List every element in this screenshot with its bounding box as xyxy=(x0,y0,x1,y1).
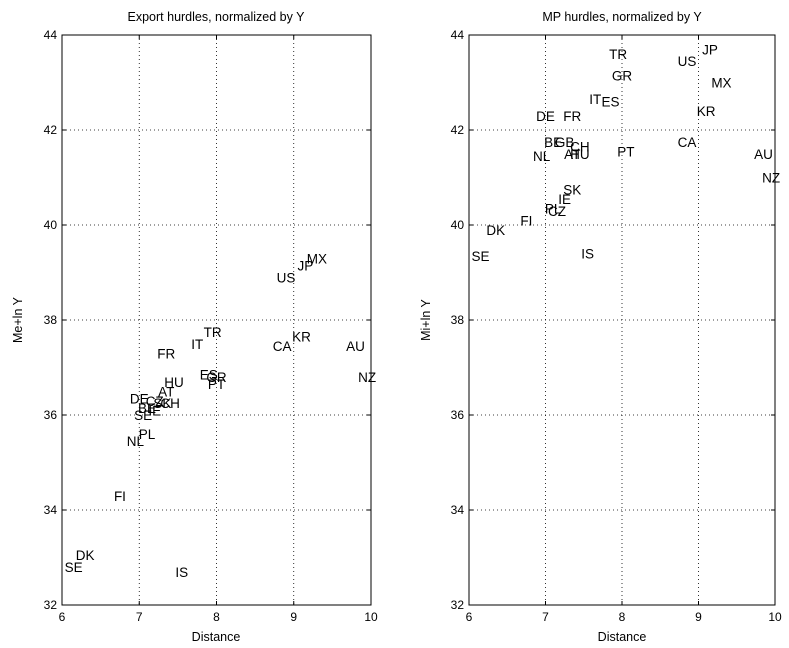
data-point-label: TR xyxy=(609,47,627,62)
data-point-label: IT xyxy=(589,92,601,107)
x-tick-label: 8 xyxy=(619,610,626,624)
data-point-label: ES xyxy=(602,95,620,110)
y-tick-label: 38 xyxy=(451,313,465,327)
data-point-label: HU xyxy=(164,375,184,390)
grid xyxy=(469,35,775,605)
y-tick-label: 42 xyxy=(44,123,58,137)
data-point-label: GB xyxy=(555,135,575,150)
x-tick-label: 10 xyxy=(768,610,782,624)
data-point-label: DK xyxy=(76,548,95,563)
x-axis-label: Distance xyxy=(598,630,647,644)
y-tick-label: 32 xyxy=(451,598,465,612)
x-tick-label: 8 xyxy=(213,610,220,624)
x-tick-label: 7 xyxy=(542,610,549,624)
y-axis-label: Me+ln Y xyxy=(11,296,25,343)
data-point-label: PL xyxy=(545,201,562,216)
data-point-label: KR xyxy=(292,330,311,345)
grid xyxy=(62,35,371,605)
data-point-label: PT xyxy=(617,144,634,159)
data-point-label: US xyxy=(678,54,697,69)
chart-panel-export-hurdles: Export hurdles, normalized by Y Distance… xyxy=(11,10,378,644)
x-tick-label: 9 xyxy=(290,610,297,624)
x-tick-label: 6 xyxy=(466,610,473,624)
data-point-label: FI xyxy=(114,489,126,504)
data-point-label: ES xyxy=(200,368,218,383)
chart-panel-mp-hurdles: MP hurdles, normalized by Y Distance Mi+… xyxy=(419,10,782,644)
data-point-label: NZ xyxy=(762,171,780,186)
data-point-label: IS xyxy=(175,565,188,580)
data-point-label: BE xyxy=(138,401,156,416)
x-tick-label: 7 xyxy=(136,610,143,624)
data-point-label: SE xyxy=(65,560,83,575)
data-point-label: FI xyxy=(520,213,532,228)
y-tick-label: 36 xyxy=(44,408,58,422)
y-tick-label: 42 xyxy=(451,123,465,137)
y-tick-label: 34 xyxy=(44,503,58,517)
data-point-label: JP xyxy=(702,42,718,57)
chart-title: MP hurdles, normalized by Y xyxy=(542,10,702,24)
data-point-label: PT xyxy=(208,377,225,392)
data-point-label: MX xyxy=(307,251,327,266)
data-point-label: DE xyxy=(536,109,555,124)
data-point-label: BE xyxy=(544,135,562,150)
data-point-label: IT xyxy=(191,337,203,352)
data-point-label: SK xyxy=(153,396,171,411)
data-point-label: IE xyxy=(558,192,571,207)
data-point-label: AT xyxy=(158,384,174,399)
data-point-label: DK xyxy=(486,223,505,238)
data-point-label: IE xyxy=(148,403,161,418)
data-point-label: AT xyxy=(564,147,580,162)
y-tick-label: 40 xyxy=(44,218,58,232)
data-point-label: CH xyxy=(160,396,180,411)
x-tick-label: 9 xyxy=(695,610,702,624)
data-point-label: CH xyxy=(570,140,590,155)
data-point-label: US xyxy=(277,270,296,285)
y-axis-label: Mi+ln Y xyxy=(419,298,433,340)
data-point-label: IS xyxy=(581,247,594,262)
data-point-label: SE xyxy=(471,249,489,264)
data-point-label: NL xyxy=(127,434,145,449)
data-point-label: HU xyxy=(570,147,590,162)
data-point-label: CZ xyxy=(548,204,566,219)
data-point-label: CA xyxy=(273,339,292,354)
data-point-label: JP xyxy=(297,258,313,273)
data-point-label: CZ xyxy=(146,394,164,409)
axis-ticks: 6 7 8 9 10 32 34 36 38 40 42 44 xyxy=(44,28,378,624)
y-tick-label: 38 xyxy=(44,313,58,327)
data-point-label: AU xyxy=(754,147,773,162)
y-tick-label: 44 xyxy=(451,28,465,42)
data-point-label: SK xyxy=(563,182,581,197)
data-point-label: SE xyxy=(134,408,152,423)
data-point-label: KR xyxy=(697,104,716,119)
data-point-label: MX xyxy=(711,76,731,91)
data-point-label: PL xyxy=(139,427,156,442)
data-point-label: GR xyxy=(206,370,227,385)
x-axis-label: Distance xyxy=(192,630,241,644)
data-point-label: GR xyxy=(612,68,633,83)
y-tick-label: 34 xyxy=(451,503,465,517)
data-point-label: CA xyxy=(678,135,697,150)
data-point-label: NZ xyxy=(358,370,376,385)
data-point-label: FR xyxy=(563,109,581,124)
data-point-label: FR xyxy=(157,346,175,361)
y-tick-label: 40 xyxy=(451,218,465,232)
y-tick-label: 44 xyxy=(44,28,58,42)
axis-ticks: 6 7 8 9 10 32 34 36 38 40 42 44 xyxy=(451,28,782,624)
y-tick-label: 32 xyxy=(44,598,58,612)
x-tick-label: 10 xyxy=(364,610,378,624)
data-point-label: AU xyxy=(346,339,365,354)
chart-title: Export hurdles, normalized by Y xyxy=(128,10,306,24)
x-tick-label: 6 xyxy=(59,610,66,624)
y-tick-label: 36 xyxy=(451,408,465,422)
data-point-label: NL xyxy=(533,149,551,164)
data-point-label: DE xyxy=(130,391,149,406)
data-point-label: TR xyxy=(204,325,222,340)
